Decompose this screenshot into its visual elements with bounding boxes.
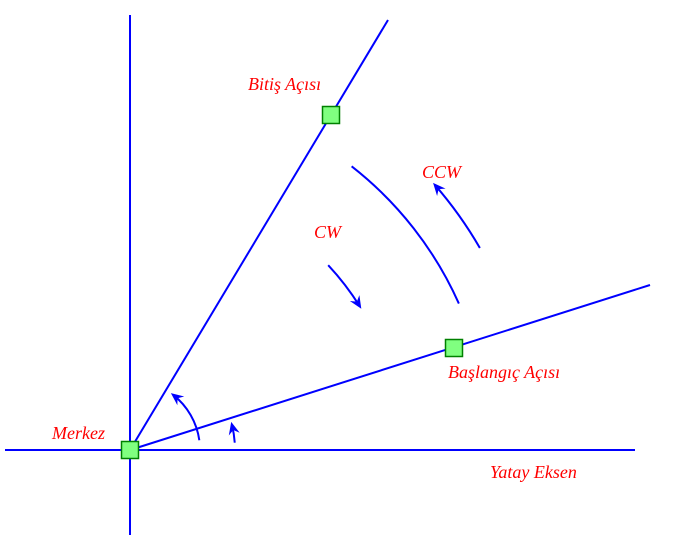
center-marker (122, 442, 139, 459)
ccw-arrow (435, 185, 480, 248)
label-baslangic: Başlangıç Açısı (448, 362, 560, 383)
end-marker (323, 107, 340, 124)
label-cw: CW (314, 222, 341, 243)
cw-arrow (328, 265, 360, 306)
label-yatay: Yatay Eksen (490, 462, 577, 483)
label-ccw: CCW (422, 162, 461, 183)
label-bitis: Bitiş Açısı (248, 74, 321, 95)
label-merkez: Merkez (52, 423, 105, 444)
rays-group (130, 20, 650, 450)
big-arc-group (352, 166, 459, 303)
markers-group (122, 107, 463, 459)
start-marker (446, 340, 463, 357)
direction-arrows (328, 185, 480, 306)
